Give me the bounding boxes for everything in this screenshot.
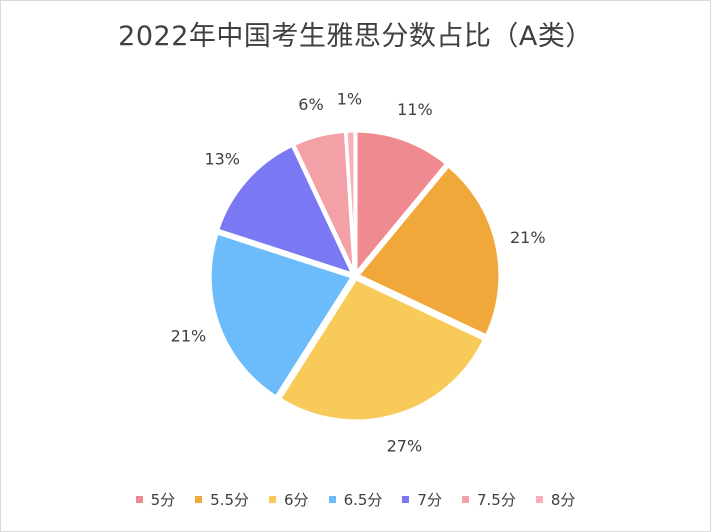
legend-item-4: 7分 [402,489,442,510]
legend-swatch [195,496,203,503]
pie-slice-1 [356,164,502,338]
legend-label: 6.5分 [343,491,383,509]
slice-label-4: 13% [204,149,240,168]
pie-slice-0 [354,129,449,275]
slice-label-1: 21% [510,228,546,247]
legend-label: 7.5分 [476,491,516,509]
legend-swatch [535,496,543,503]
legend-swatch [135,496,143,503]
legend-swatch [269,496,277,503]
chart-legend: 5分 5.5分 6分 6.5分 7分 7.5分 8分 [0,489,711,510]
chart-title: 2022年中国考生雅思分数占比（A类） [118,21,593,52]
pie-slice-4 [216,144,355,276]
legend-label: 8分 [550,491,576,509]
legend-item-0: 5分 [135,489,176,510]
legend-swatch [461,496,469,503]
pie-slice-6 [344,129,357,275]
slice-label-0: 11% [397,100,433,119]
legend-item-2: 6分 [269,489,309,510]
legend-item-3: 6.5分 [328,489,383,510]
legend-label: 7分 [417,491,442,509]
legend-label: 6分 [284,491,309,509]
slice-label-5: 6% [298,95,323,114]
legend-label: 5分 [150,491,176,509]
legend-item-1: 5.5分 [195,489,249,510]
slice-label-6: 1% [337,90,362,109]
pie-slice-2 [278,277,486,423]
legend-item-6: 8分 [535,489,576,510]
legend-swatch [328,496,336,503]
slice-label-2: 27% [387,436,423,455]
legend-item-5: 7.5分 [461,489,516,510]
legend-swatch [402,496,410,503]
legend-label: 5.5分 [210,491,250,509]
pie-slice-3 [208,231,354,399]
slice-label-3: 21% [171,326,207,345]
